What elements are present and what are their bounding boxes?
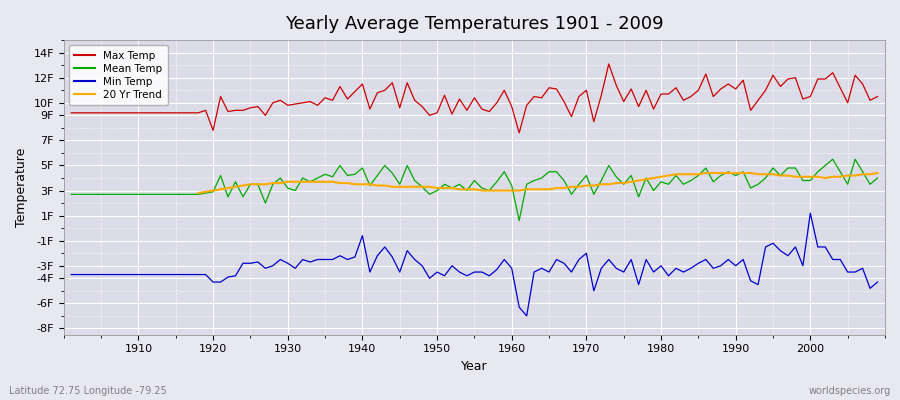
Legend: Max Temp, Mean Temp, Min Temp, 20 Yr Trend: Max Temp, Mean Temp, Min Temp, 20 Yr Tre… — [69, 45, 167, 105]
Title: Yearly Average Temperatures 1901 - 2009: Yearly Average Temperatures 1901 - 2009 — [285, 15, 663, 33]
Text: Latitude 72.75 Longitude -79.25: Latitude 72.75 Longitude -79.25 — [9, 386, 166, 396]
Y-axis label: Temperature: Temperature — [15, 148, 28, 227]
Text: worldspecies.org: worldspecies.org — [809, 386, 891, 396]
X-axis label: Year: Year — [461, 360, 488, 373]
